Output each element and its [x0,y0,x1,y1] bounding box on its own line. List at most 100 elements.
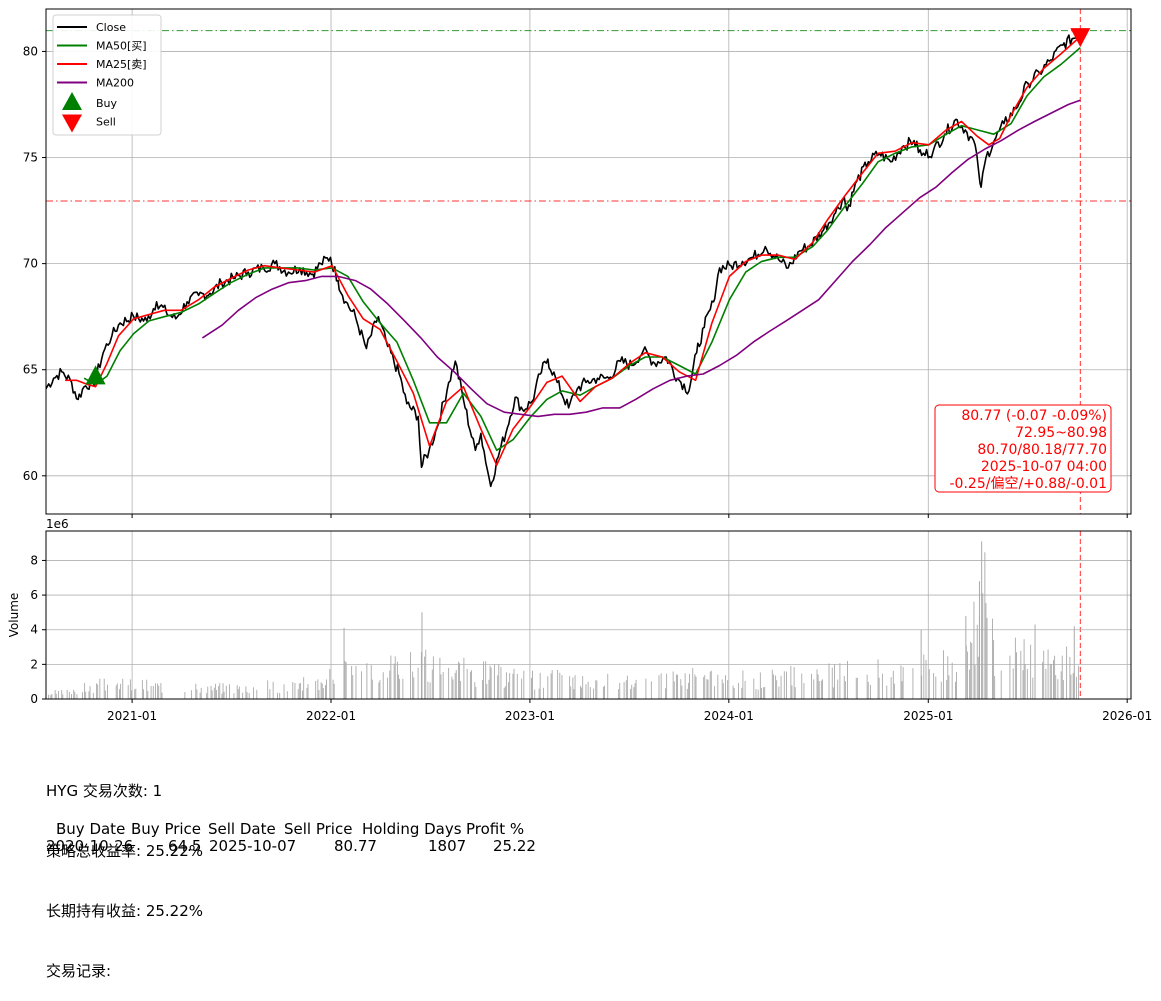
row-holding-days: 1807 [428,837,467,855]
volume-bar [455,670,457,699]
volume-bar [89,686,91,699]
volume-bar [242,692,244,699]
buy-marker [85,365,106,385]
volume-bar [732,685,734,699]
volume-bar [956,672,957,699]
volume-bar [457,661,459,699]
vytick-label: 0 [30,692,38,706]
volume-bar [710,670,712,699]
volume-bar [61,690,63,699]
volume-bar [738,683,739,699]
volume-frame [45,530,1132,700]
volume-bar [297,689,299,699]
volume-bar [974,665,976,699]
volume-bar [497,675,499,699]
volume-bar [759,672,761,699]
volume-bar [214,683,216,699]
volume-bar [572,677,574,699]
summary-trade-log-title: 交易记录: [46,962,112,980]
volume-bar [127,685,129,699]
volume-bar [834,664,835,699]
volume-bar [412,671,414,699]
volume-bar [976,624,978,699]
series-line-close [45,34,1082,488]
volume-bar [844,681,846,699]
volume-bar [813,679,815,699]
volume-bar [604,685,605,699]
volume-bar [744,681,746,699]
volume-bar [429,682,431,699]
volume-bar [665,688,666,699]
volume-bar [843,675,845,699]
volume-bar [694,674,696,699]
volume-bar [816,669,818,699]
ytick-label: 70 [23,257,38,271]
volume-bar [119,689,120,699]
volume-bar [1024,663,1026,699]
volume-bar [286,691,288,699]
volume-bar [923,654,925,699]
info-box-line: 72.95~80.98 [1015,425,1107,441]
volume-bar [1012,668,1014,699]
volume-bar [345,662,347,699]
volume-bar [485,661,487,699]
volume-bar [559,672,561,699]
volume-bar [757,689,759,699]
volume-bar [216,689,217,699]
volume-bar [503,687,505,699]
row-sell-date: 2025-10-07 [209,837,297,855]
volume-bar [394,656,396,699]
volume-panel: 0 2 4 6 8 2021-01 2022-01 2023-01 2024-01 2025-01… [7,517,1152,723]
header-sell-price: Sell Price [284,820,353,838]
volume-bar [969,669,971,699]
volume-bar [210,685,212,699]
volume-bar [200,687,202,699]
volume-bar [585,684,587,699]
volume-bar [947,656,949,699]
volume-bar [213,687,215,699]
ytick-label: 75 [23,151,38,165]
volume-bar [801,673,803,699]
volume-bar [245,686,247,699]
volume-bar [160,683,162,699]
volume-bar [474,682,476,699]
vytick-label: 4 [30,623,38,637]
volume-bar [1050,664,1052,699]
volume-bar [681,685,683,699]
volume-bar [595,680,597,699]
volume-bar [103,678,105,699]
volume-bar [107,684,108,699]
volume-bar [786,671,787,699]
volume-bar [195,683,197,699]
volume-bar [1032,677,1034,699]
volume-bar [184,692,186,699]
volume-bar [772,674,774,699]
volume-bar [161,692,163,699]
volume-bar [55,693,57,699]
volume-bar [431,669,433,699]
volume-bar [223,691,225,699]
volume-bar [623,682,625,699]
volume-bar [780,675,782,699]
volume-bar [940,681,942,699]
volume-bar [942,650,944,699]
volume-bar [878,677,880,699]
volume-bar [440,674,442,699]
volume-bar [307,684,309,699]
volume-bar [783,671,785,699]
volume-bar [721,679,723,699]
volume-bar [689,673,690,699]
volume-bar [120,683,122,699]
volume-bar [790,665,792,699]
volume-grid [46,531,1131,700]
volume-bar [51,693,53,699]
volume-bar [680,679,682,699]
vytick-label: 2 [30,657,38,671]
volume-bar [398,674,399,699]
volume-bar [658,675,660,699]
volume-bar [99,678,101,699]
volume-bar [1022,670,1024,699]
volume-bar [143,689,144,699]
volume-bar [298,683,300,699]
volume-bar [225,685,227,699]
